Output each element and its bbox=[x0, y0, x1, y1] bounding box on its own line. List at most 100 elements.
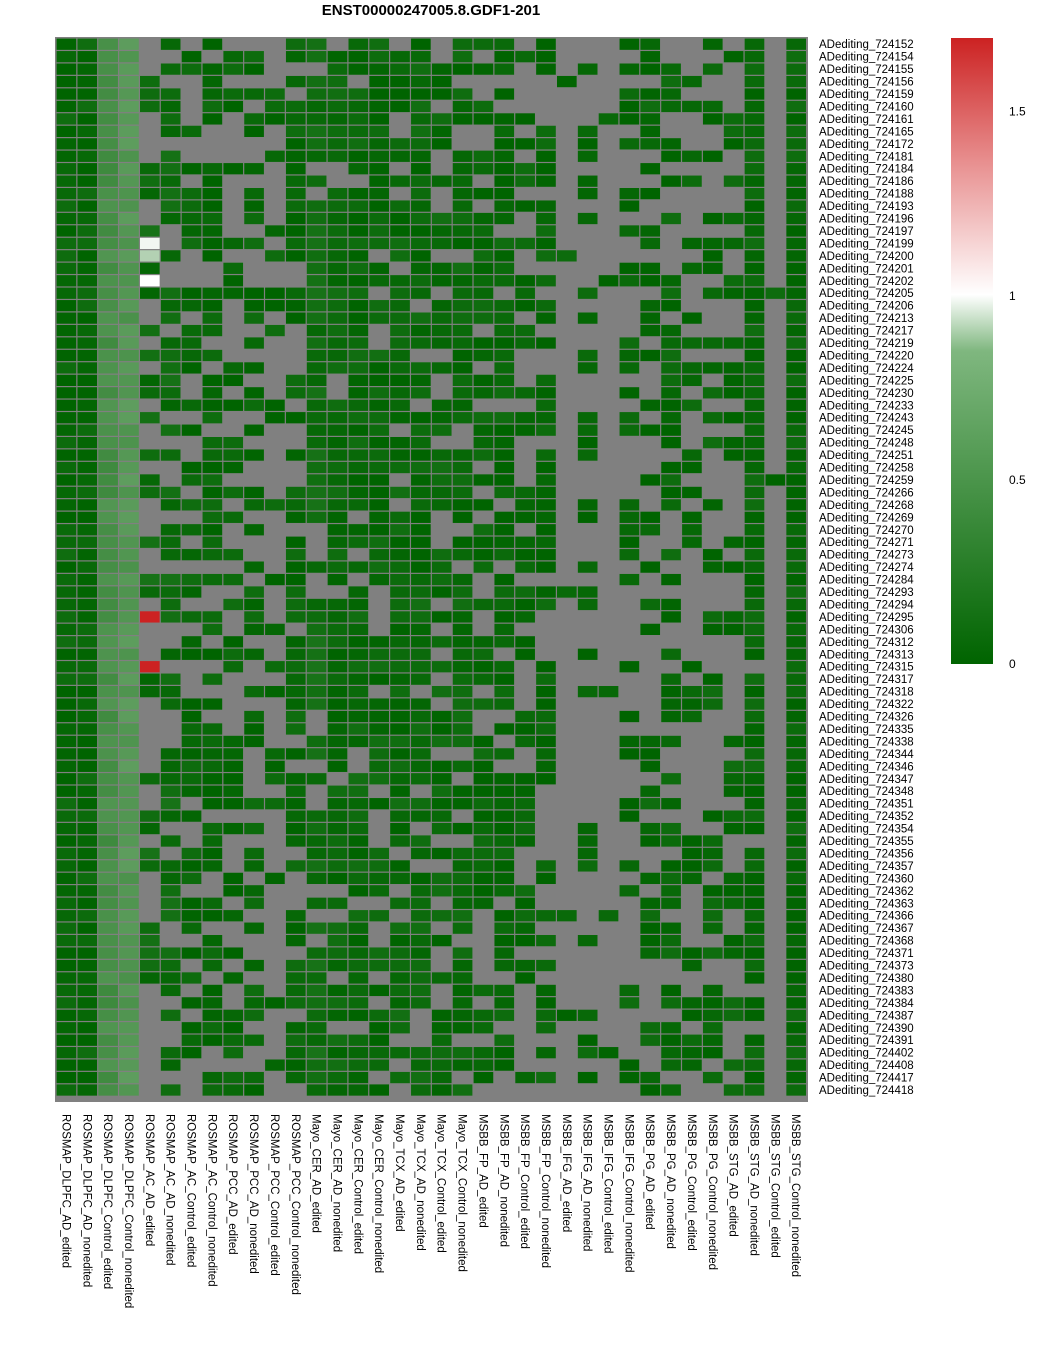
heatmap-cell bbox=[786, 1009, 806, 1021]
heatmap-cell bbox=[786, 262, 806, 274]
heatmap-cell bbox=[244, 150, 264, 162]
heatmap-cell bbox=[98, 1071, 118, 1084]
heatmap-cell bbox=[431, 847, 452, 860]
heatmap-cell bbox=[494, 524, 515, 536]
heatmap-cell bbox=[223, 748, 244, 760]
heatmap-cell bbox=[369, 424, 389, 436]
heatmap-cell bbox=[223, 75, 244, 88]
heatmap-cell bbox=[223, 549, 244, 561]
heatmap-cell bbox=[160, 760, 181, 772]
heatmap-cell bbox=[452, 200, 473, 212]
heatmap-cell bbox=[494, 573, 515, 586]
heatmap-cell bbox=[682, 1022, 702, 1034]
heatmap-cell bbox=[702, 237, 723, 250]
heatmap-cell bbox=[536, 860, 556, 872]
row-labels: ADediting_724152ADediting_724154ADeditin… bbox=[819, 39, 914, 1097]
heatmap-cell bbox=[765, 362, 786, 374]
heatmap-cell bbox=[786, 275, 806, 287]
heatmap-cell bbox=[306, 648, 327, 660]
heatmap-cell bbox=[431, 374, 452, 386]
heatmap-cell bbox=[348, 486, 369, 499]
heatmap-cell bbox=[640, 922, 661, 934]
heatmap-cell bbox=[661, 337, 681, 349]
heatmap-cell bbox=[327, 947, 348, 959]
heatmap-cell bbox=[515, 275, 535, 287]
heatmap-cell bbox=[140, 723, 160, 735]
heatmap-cell bbox=[598, 100, 619, 113]
heatmap-cell bbox=[390, 1009, 410, 1021]
heatmap-cell bbox=[786, 561, 806, 573]
heatmap-cell bbox=[140, 163, 160, 175]
heatmap-cell bbox=[327, 573, 348, 586]
heatmap-cell bbox=[431, 648, 452, 660]
heatmap-cell bbox=[285, 349, 306, 362]
heatmap-cell bbox=[640, 536, 661, 548]
heatmap-cell bbox=[515, 773, 535, 785]
heatmap-cell bbox=[536, 897, 556, 909]
heatmap-cell bbox=[140, 412, 160, 424]
heatmap-cell bbox=[515, 163, 535, 175]
heatmap-cell bbox=[598, 636, 619, 648]
heatmap-cell bbox=[765, 474, 786, 486]
heatmap-cell bbox=[77, 860, 98, 872]
heatmap-cell bbox=[619, 412, 640, 424]
heatmap-cell bbox=[786, 748, 806, 760]
heatmap-cell bbox=[619, 897, 640, 909]
heatmap-cell bbox=[369, 449, 389, 461]
heatmap-cell bbox=[452, 1022, 473, 1034]
heatmap-cell bbox=[765, 972, 786, 984]
heatmap-cell bbox=[640, 200, 661, 212]
heatmap-cell bbox=[640, 100, 661, 113]
heatmap-cell bbox=[265, 748, 285, 760]
heatmap-cell bbox=[557, 362, 577, 374]
heatmap-cell bbox=[181, 461, 202, 474]
heatmap-cell bbox=[598, 648, 619, 660]
heatmap-cell bbox=[348, 897, 369, 909]
heatmap-cell bbox=[181, 300, 202, 312]
heatmap-cell bbox=[494, 598, 515, 611]
heatmap-cell bbox=[160, 748, 181, 760]
heatmap-cell bbox=[160, 138, 181, 150]
heatmap-cell bbox=[640, 573, 661, 586]
heatmap-cell bbox=[494, 138, 515, 150]
heatmap-cell bbox=[452, 673, 473, 685]
row-label: ADediting_724161 bbox=[819, 114, 914, 126]
heatmap-cell bbox=[682, 885, 702, 897]
heatmap-cell bbox=[140, 125, 160, 137]
heatmap-cell bbox=[682, 922, 702, 934]
heatmap-cell bbox=[348, 474, 369, 486]
heatmap-cell bbox=[119, 847, 139, 860]
heatmap-cell bbox=[56, 536, 77, 548]
heatmap-cell bbox=[223, 163, 244, 175]
heatmap-cell bbox=[765, 997, 786, 1009]
heatmap-cell bbox=[765, 63, 786, 75]
heatmap-cell bbox=[327, 661, 348, 673]
heatmap-cell bbox=[515, 125, 535, 137]
heatmap-cell bbox=[411, 1047, 431, 1059]
heatmap-cell bbox=[160, 661, 181, 673]
heatmap-cell bbox=[557, 262, 577, 274]
heatmap-cell bbox=[56, 300, 77, 312]
heatmap-cell bbox=[265, 362, 285, 374]
heatmap-cell bbox=[536, 723, 556, 735]
heatmap-cell bbox=[390, 449, 410, 461]
heatmap-cell bbox=[473, 212, 494, 225]
heatmap-cell bbox=[494, 972, 515, 984]
heatmap-cell bbox=[723, 573, 744, 586]
heatmap-cell bbox=[140, 860, 160, 872]
heatmap-cell bbox=[140, 200, 160, 212]
heatmap-cell bbox=[390, 910, 410, 922]
heatmap-cell bbox=[702, 362, 723, 374]
heatmap-cell bbox=[473, 573, 494, 586]
heatmap-cell bbox=[473, 51, 494, 63]
heatmap-cell bbox=[244, 636, 264, 648]
heatmap-cell bbox=[265, 686, 285, 698]
heatmap-cell bbox=[744, 188, 765, 200]
heatmap-cell bbox=[56, 275, 77, 287]
heatmap-cell bbox=[598, 810, 619, 822]
heatmap-cell bbox=[557, 524, 577, 536]
heatmap-cell bbox=[744, 947, 765, 959]
heatmap-cell bbox=[119, 1084, 139, 1096]
heatmap-cell bbox=[160, 710, 181, 723]
heatmap-cell bbox=[640, 499, 661, 511]
